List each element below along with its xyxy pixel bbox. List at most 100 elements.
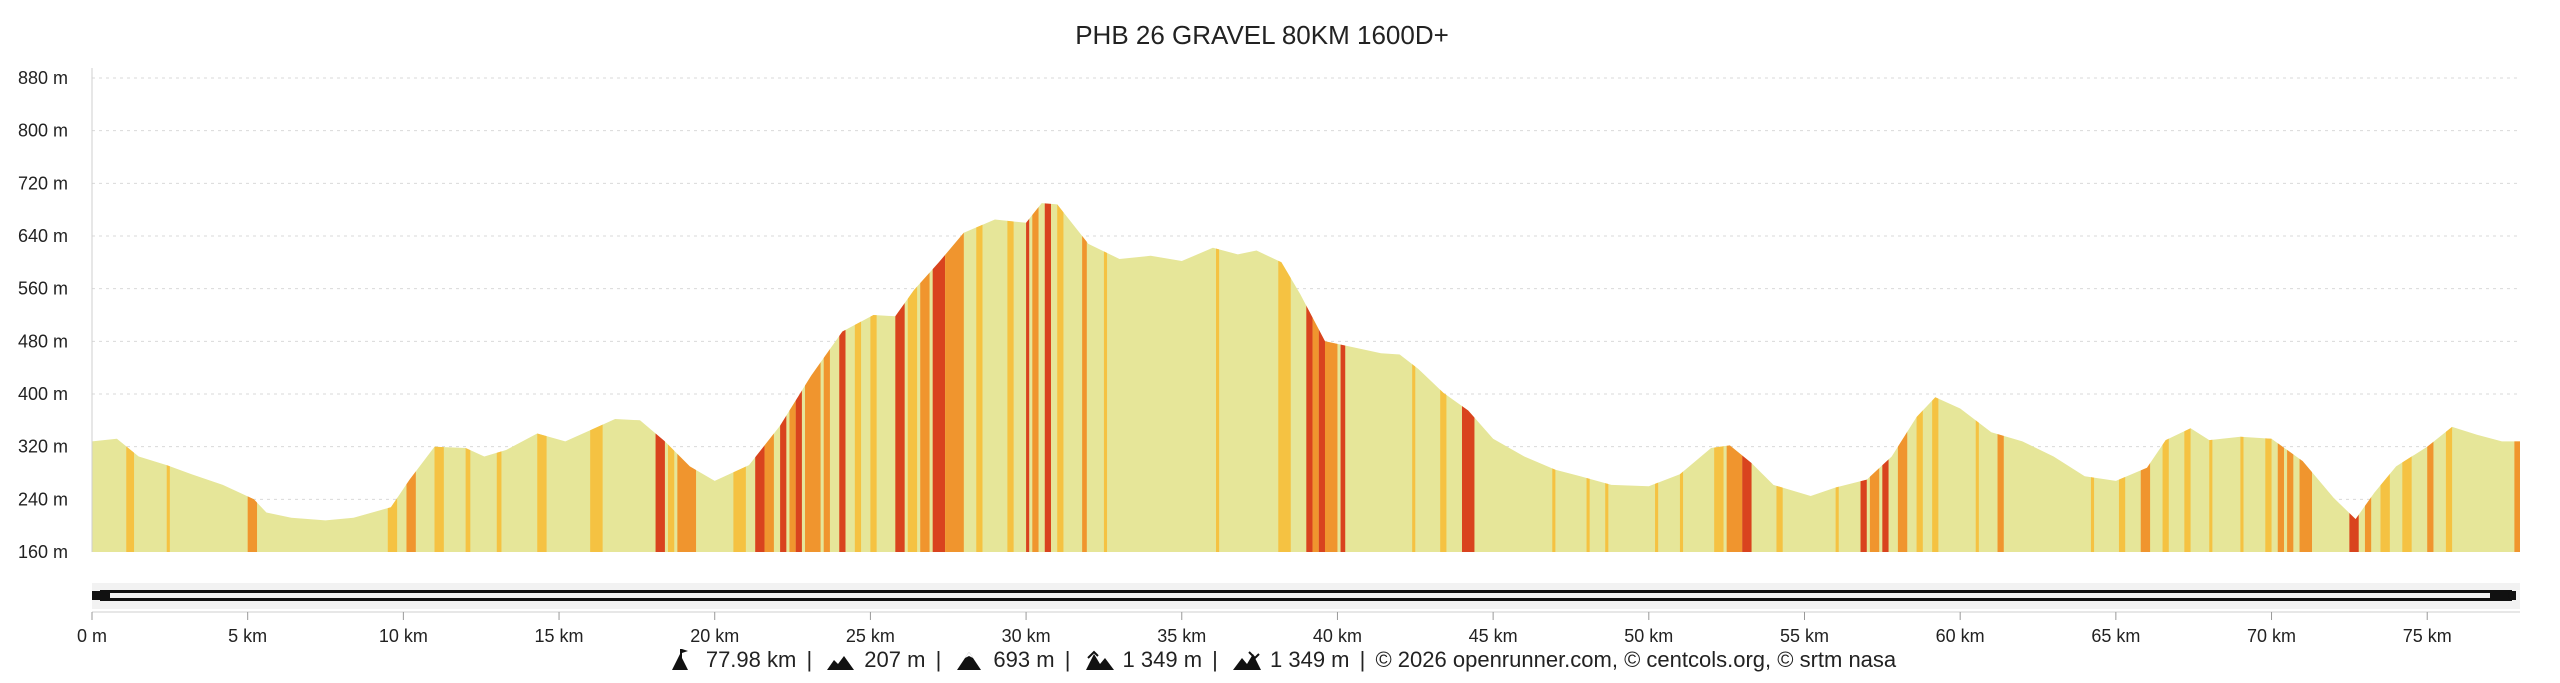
slope-band-moderate (2380, 203, 2390, 552)
slope-band-moderate (434, 203, 444, 552)
slope-band-very-steep (655, 203, 665, 552)
y-tick-label: 720 m (18, 173, 68, 193)
x-tick-label: 70 km (2247, 626, 2296, 646)
slope-band-moderate (166, 203, 170, 552)
axes (91, 68, 2520, 613)
range-navigator[interactable] (92, 583, 2520, 609)
x-tick-label: 25 km (846, 626, 895, 646)
slope-band-very-steep (1461, 203, 1475, 552)
slope-band-moderate (2402, 203, 2412, 552)
distance-icon (668, 648, 698, 672)
x-tick-label: 55 km (1780, 626, 1829, 646)
elevation-area[interactable] (92, 78, 2520, 552)
x-tick-label: 15 km (535, 626, 584, 646)
slope-band-moderate (1103, 203, 1108, 552)
slope-band-steep (2427, 203, 2434, 552)
slope-band-moderate (2090, 203, 2095, 552)
slope-band-moderate (668, 203, 675, 552)
slope-band-steep (247, 203, 258, 552)
elevation-loss-value: 1 349 m (1270, 647, 1350, 673)
slope-band-steep (823, 203, 830, 552)
elevation-chart[interactable]: PHB 26 GRAVEL 80KM 1600D+ 160 m 240 m 320 … (0, 0, 2560, 646)
slope-band-moderate (1278, 203, 1291, 552)
credits-text: © 2026 openrunner.com, © centcols.org, ©… (1375, 647, 1897, 673)
slope-band-steep (2140, 203, 2151, 552)
chart-title: PHB 26 GRAVEL 80KM 1600D+ (1075, 20, 1449, 50)
slope-band-steep (2299, 203, 2313, 552)
slope-band-steep (1726, 203, 1743, 552)
slope-band-very-steep (1306, 203, 1313, 552)
slope-band-moderate (2209, 203, 2213, 552)
slope-band-very-steep (1340, 203, 1346, 552)
distance-value: 77.98 km (705, 647, 797, 673)
slope-band-moderate (465, 203, 471, 552)
separator: | (1064, 647, 1071, 673)
x-tick-label: 60 km (1936, 626, 1985, 646)
slope-band-moderate (2265, 203, 2272, 552)
elevation-loss-icon (1232, 648, 1262, 672)
min-altitude-value: 207 m (864, 647, 926, 673)
slope-band-moderate (854, 203, 862, 552)
slope-band-moderate (1007, 203, 1014, 552)
slope-band-steep (1312, 203, 1319, 552)
slope-band-moderate (537, 203, 547, 552)
elevation-fill[interactable] (92, 203, 2520, 552)
slope-band-very-steep (1742, 203, 1752, 552)
y-tick-label: 880 m (18, 68, 68, 88)
slope-band-steep (1032, 203, 1039, 552)
slope-band-moderate (1216, 203, 1220, 552)
x-tick-label: 5 km (228, 626, 267, 646)
slope-band-moderate (2118, 203, 2126, 552)
slope-band-steep (2287, 203, 2294, 552)
slope-band-moderate (1552, 203, 1556, 552)
navigator-handle-left[interactable] (92, 591, 110, 600)
slope-band-steep (945, 203, 964, 552)
y-tick-label: 480 m (18, 331, 68, 351)
slope-band-very-steep (1882, 203, 1889, 552)
x-tick-label: 75 km (2403, 626, 2452, 646)
route-summary: 77.98 km | 207 m | 693 m | 1 349 m | 1 3… (0, 646, 2560, 673)
x-tick-label: 40 km (1313, 626, 1362, 646)
navigator-track (92, 583, 2520, 609)
separator: | (935, 647, 942, 673)
navigator-line-top (100, 590, 2512, 593)
slope-band-moderate (1057, 203, 1064, 552)
x-tick-label: 20 km (690, 626, 739, 646)
slope-band-moderate (2240, 203, 2244, 552)
slope-band-steep (2514, 203, 2520, 552)
slope-band-moderate (2445, 203, 2453, 552)
slope-band-moderate (1835, 203, 1839, 552)
x-tick-label: 10 km (379, 626, 428, 646)
slope-band-moderate (733, 203, 746, 552)
slope-band-steep (1324, 203, 1338, 552)
min-altitude-icon (826, 648, 856, 672)
separator: | (806, 647, 813, 673)
slope-band-moderate (1586, 203, 1590, 552)
slope-band-moderate (1412, 203, 1416, 552)
slope-band-moderate (976, 203, 983, 552)
slope-band-very-steep (1044, 203, 1051, 552)
slope-band-steep (764, 203, 774, 552)
navigator-handle-right[interactable] (2490, 591, 2516, 600)
y-tick-label: 160 m (18, 542, 68, 562)
slope-band-moderate (496, 203, 502, 552)
max-altitude-icon (955, 648, 985, 672)
y-tick-label: 320 m (18, 437, 68, 457)
slope-band-very-steep (1860, 203, 1867, 552)
slope-band-moderate (387, 203, 398, 552)
slope-band-moderate (870, 203, 877, 552)
max-altitude-value: 693 m (993, 647, 1055, 673)
slope-band-very-steep (795, 203, 802, 552)
y-tick-label: 240 m (18, 489, 68, 509)
navigator-handle-right-knob[interactable] (2508, 591, 2516, 600)
navigator-line-bottom (100, 598, 2512, 601)
slope-band-moderate (1776, 203, 1783, 552)
y-tick-label: 560 m (18, 279, 68, 299)
x-axis-ticks: 0 m 5 km 10 km 15 km 20 km 25 km 30 km 35 km 40 … (77, 612, 2452, 646)
x-tick-label: 50 km (1624, 626, 1673, 646)
slope-band-moderate (1916, 203, 1923, 552)
separator: | (1359, 647, 1366, 673)
slope-band-moderate (1714, 203, 1724, 552)
y-tick-label: 800 m (18, 121, 68, 141)
